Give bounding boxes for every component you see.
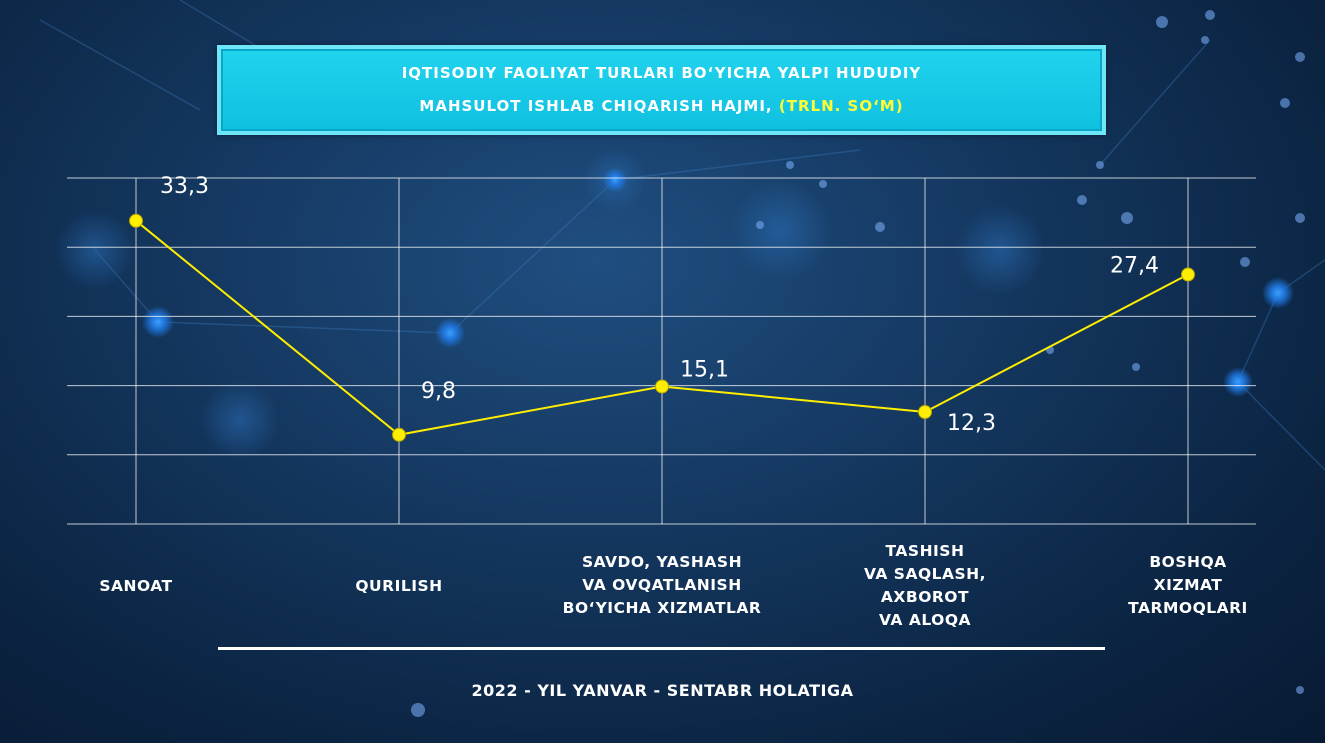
- category-label-line: QURILISH: [355, 577, 443, 595]
- data-point: [129, 213, 143, 228]
- category-label-line: BO‘YICHA XIZMATLAR: [562, 599, 762, 617]
- footer-divider: [218, 647, 1105, 650]
- data-point: [655, 379, 669, 394]
- chart-title-line-2: MAHSULOT ISHLAB CHIQARISH HAJMI, (TRLN. …: [419, 90, 903, 123]
- category-label-line: TASHISH: [885, 542, 965, 560]
- data-point: [1181, 267, 1195, 282]
- data-point: [918, 405, 932, 420]
- data-label: 12,3: [947, 411, 996, 436]
- category-label-line: TARMOQLARI: [1128, 599, 1248, 617]
- category-label: SAVDO, YASHASH VA OVQATLANISH BO‘YICHA XIZ…: [563, 551, 762, 620]
- chart-title-line-1: IQTISODIY FAOLIYAT TURLARI BO‘YICHA YALP…: [401, 64, 922, 82]
- category-label-line: SAVDO, YASHASH: [581, 553, 743, 571]
- data-label: 9,8: [421, 379, 456, 404]
- category-label-line: XIZMAT: [1153, 576, 1223, 594]
- data-label: 33,3: [160, 174, 209, 199]
- category-label: SANOAT: [99, 575, 172, 598]
- data-labels: 33,3 9,8 15,1 12,3 27,4: [160, 174, 1159, 436]
- chart-title-text: MAHSULOT ISHLAB CHIQARISH HAJMI,: [419, 97, 773, 115]
- category-label: TASHISH VA SAQLASH, AXBOROT VA ALOQA: [864, 540, 986, 632]
- category-label-line: VA ALOQA: [878, 611, 972, 629]
- category-label-line: AXBOROT: [880, 588, 970, 606]
- category-label-line: BOSHQA: [1149, 553, 1227, 571]
- data-label: 15,1: [680, 358, 729, 383]
- data-point: [392, 427, 406, 442]
- category-label-line: VA OVQATLANISH: [582, 576, 742, 594]
- category-label-line: VA SAQLASH,: [863, 565, 987, 583]
- category-label: QURILISH: [355, 575, 442, 598]
- category-label-line: SANOAT: [99, 577, 173, 595]
- footer-period-label: 2022 - YIL YANVAR - SENTABR HOLATIGA: [471, 681, 854, 700]
- chart-unit-label: (TRLN. SO‘M): [778, 97, 904, 115]
- chart-title-box: IQTISODIY FAOLIYAT TURLARI BO‘YICHA YALP…: [217, 45, 1106, 135]
- category-label: BOSHQA XIZMAT TARMOQLARI: [1128, 551, 1248, 620]
- data-points: [129, 213, 1195, 442]
- chart-grid: [67, 177, 1256, 525]
- data-label: 27,4: [1110, 254, 1159, 279]
